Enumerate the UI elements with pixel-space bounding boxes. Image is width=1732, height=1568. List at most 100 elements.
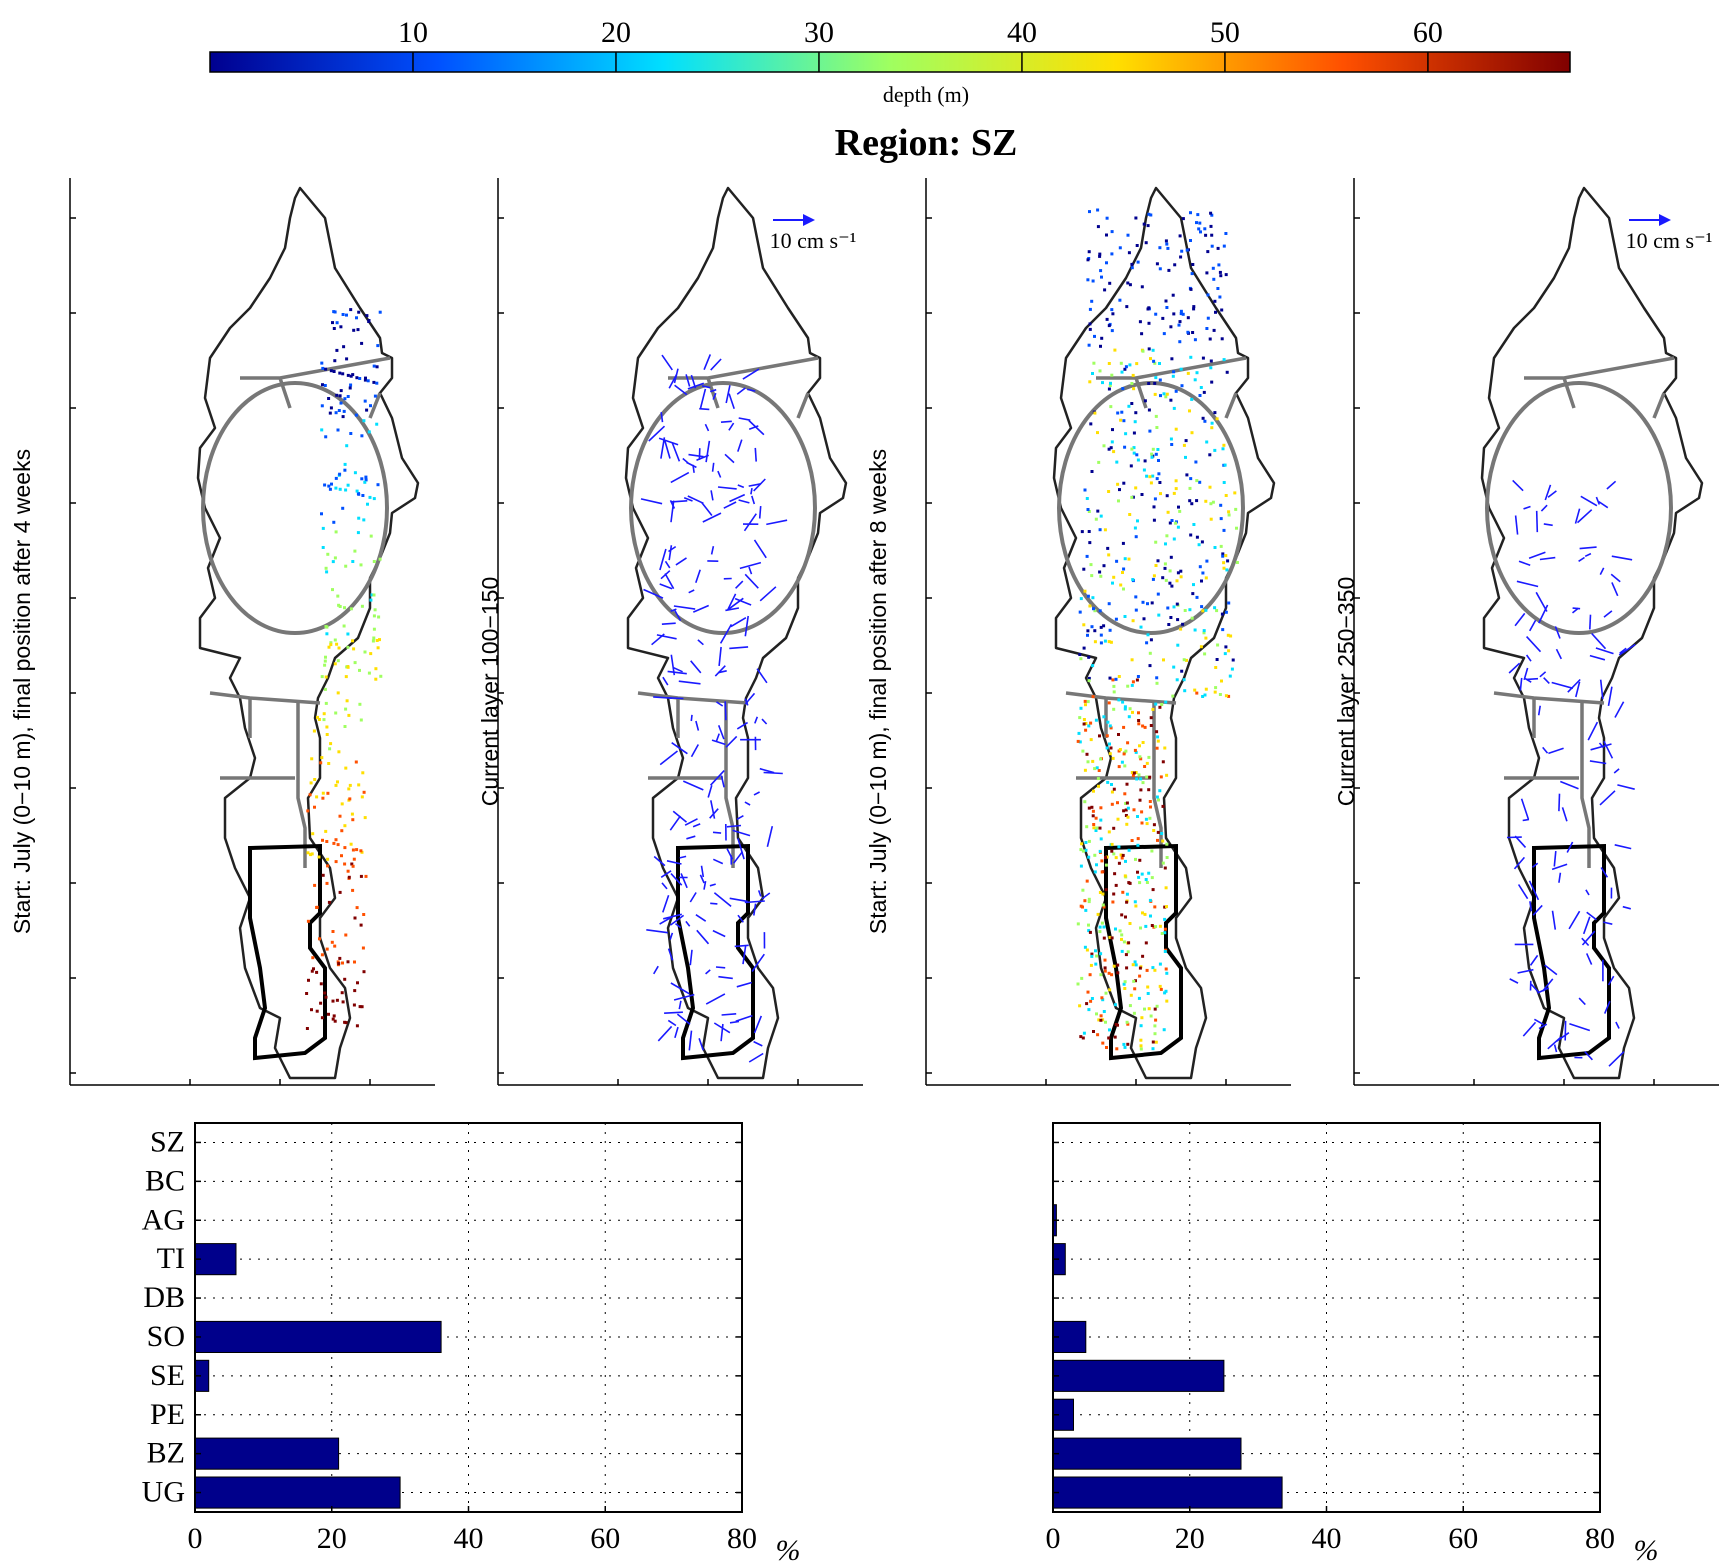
particle-dot [1103,639,1107,643]
particle-dot [311,956,315,960]
current-vector [1582,916,1591,935]
particle-dot [335,348,339,352]
particle-dot [1087,655,1091,659]
current-vector [724,453,735,464]
particle-dot [1147,755,1151,759]
particle-dot [1108,384,1112,387]
current-vector [758,506,762,519]
particle-dot [1184,455,1187,459]
particle-dot [328,747,332,751]
particle-dot [1088,380,1092,384]
particle-dot [1117,675,1121,678]
particle-dot [1132,431,1136,435]
particle-dot [1201,571,1205,575]
particle-dot [1165,534,1169,538]
particle-dot [1090,997,1094,1000]
particle-dot [351,864,355,868]
particle-dot [1147,347,1151,351]
particle-dot [1079,864,1083,868]
particle-dot [1118,298,1122,302]
current-vector [1528,551,1546,559]
current-vector [748,419,765,436]
particle-dot [1206,250,1210,254]
particle-dot [1227,510,1231,514]
particle-dot [1160,703,1164,706]
particle-dot [1189,533,1193,537]
particle-dot [1079,848,1083,852]
particle-dot [1152,925,1156,929]
particle-dot [1085,752,1089,756]
particle-dot [1195,535,1199,539]
particle-dot [366,502,369,506]
particle-dot [349,374,353,378]
particle-dot [1089,422,1093,426]
lake-map [196,186,420,1080]
particle-dot [1176,618,1180,622]
current-vector [1528,880,1540,901]
particle-dot [1149,724,1153,727]
current-vector [1509,978,1519,984]
particle-dot [355,316,358,320]
particle-dot [1083,699,1087,703]
particle-dot [1195,691,1199,695]
particle-dot [315,970,319,974]
current-vector [664,560,671,569]
particle-dot [1114,927,1117,931]
particle-dot [1185,658,1188,662]
particle-dot [1124,802,1128,805]
region-boundary [637,691,749,705]
particle-dot [1164,578,1168,582]
particle-dot [1132,979,1136,983]
current-vector [659,583,673,590]
current-vector [723,501,737,509]
particle-dot [1135,453,1139,457]
particle-dot [1084,703,1087,707]
particle-dot [364,475,368,479]
particle-dot [374,667,378,671]
current-vector [748,425,759,430]
particle-dot [1093,853,1097,857]
particle-dot [1199,230,1202,234]
map-panel-ylabel: Start: July (0−10 m), final position aft… [9,449,35,934]
particle-dot [1131,680,1135,684]
current-vector [737,484,745,489]
particle-dot [1212,277,1216,281]
particle-dot [338,487,342,491]
particle-dot [1098,369,1102,373]
current-vector [766,519,788,526]
particle-dot [342,345,346,349]
particle-dot [1131,495,1135,499]
particle-dot [1112,684,1116,688]
current-vector [673,666,683,673]
particle-dot [1079,706,1083,710]
particle-dot [1099,574,1103,578]
particle-dot [1212,328,1216,332]
current-vector [1587,721,1599,741]
particle-dot [1130,658,1134,662]
particle-dot [1153,361,1157,365]
particle-dot [1140,872,1144,876]
particle-dot [1086,633,1089,637]
particle-dot [1168,581,1172,585]
particle-dot [1102,905,1106,909]
current-vector [732,829,751,837]
particle-dot [1162,392,1166,396]
particle-dot [1078,740,1082,744]
current-vector [1534,1018,1544,1026]
y-tick-label: DB [143,1281,185,1314]
particle-dot [363,816,367,820]
particle-dot [1099,641,1103,645]
particle-dot [372,627,376,631]
particle-dot [334,783,338,787]
particle-dot [1104,991,1108,995]
particle-dot [343,862,347,866]
particle-dot [1233,491,1237,495]
particle-dot [357,310,361,314]
particle-dot [353,960,356,964]
particle-dot [1122,567,1126,571]
particle-dot [1098,254,1102,258]
current-vector [1541,978,1554,992]
particle-dot [346,645,350,649]
particle-dot [1231,658,1235,662]
